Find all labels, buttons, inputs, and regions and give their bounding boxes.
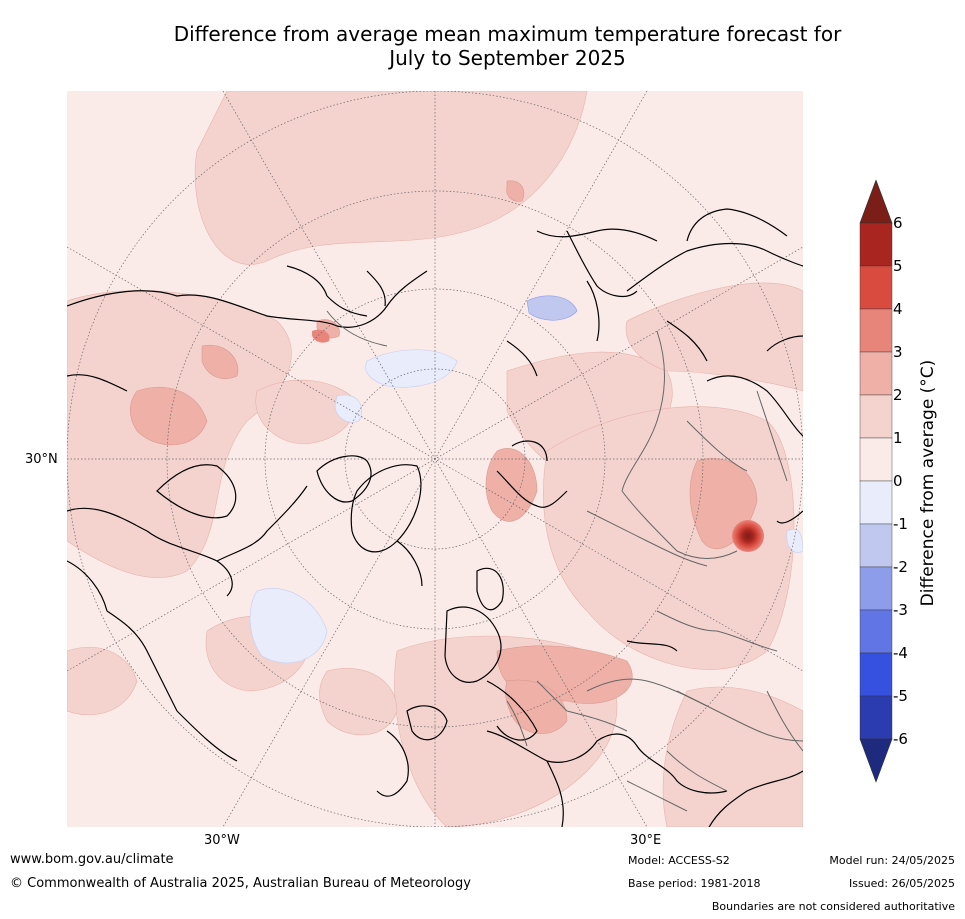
colorbar-bin [859,566,893,611]
coastlines [67,208,803,827]
colorbar-tick-label: 6 [893,214,903,232]
colorbar-bin [859,480,893,525]
footer-issued: Issued: 26/05/2025 [848,877,955,890]
title-line-1: Difference from average mean maximum tem… [173,22,842,46]
colorbar-bin [859,695,893,740]
colorbar-tick-label: -5 [893,687,908,705]
colorbar-bin [859,351,893,396]
anomaly-2-to-3-regions [129,180,758,735]
anomaly-hotspot-siberia [732,520,764,552]
colorbar-bin [859,394,893,439]
footer-copyright: © Commonwealth of Australia 2025, Austra… [10,876,471,891]
colorbar-bin [859,523,893,568]
footer-base-period: Base period: 1981-2018 [628,877,761,890]
lon-label-30e: 30°E [630,833,662,848]
colorbar-tick-label: -2 [893,558,908,576]
forecast-map [67,91,803,827]
colorbar-tick-label: 2 [893,386,903,404]
footer-url[interactable]: www.bom.gov.au/climate [10,852,174,867]
colorbar-tick-label: -3 [893,601,908,619]
lat-label-30n: 30°N [25,452,58,467]
colorbar-bin [859,222,893,267]
colorbar-under-triangle [859,738,893,783]
anomaly-cool-barents [526,295,578,321]
footer-disclaimer: Boundaries are not considered authoritat… [711,900,955,913]
map-title: Difference from average mean maximum tem… [60,22,955,70]
colorbar-tick-label: 4 [893,300,903,318]
lon-label-30w: 30°W [204,833,240,848]
colorbar-tick-label: 5 [893,257,903,275]
map-graphic [67,91,803,827]
colorbar-tick-label: -1 [893,515,908,533]
country-borders [326,310,803,812]
graticule [67,91,803,827]
colorbar-bin [859,652,893,697]
colorbar-bin [859,308,893,353]
colorbar-tick-label: -4 [893,644,908,662]
colorbar-bin [859,437,893,482]
colorbar-tick-label: 0 [893,472,903,490]
anomaly-hotspot-alaska [312,329,330,343]
colorbar-bin [859,609,893,654]
colorbar-over-triangle [859,180,893,224]
anomaly-cool-regions [249,349,803,664]
colorbar [859,180,893,783]
title-line-2: July to September 2025 [389,46,626,70]
colorbar-bin [859,265,893,310]
colorbar-tick-label: 1 [893,429,903,447]
footer-model-run: Model run: 24/05/2025 [829,854,955,867]
footer-model: Model: ACCESS-S2 [628,854,730,867]
anomaly-1-to-2-regions [67,91,803,827]
colorbar-label: Difference from average (°C) [918,359,938,607]
colorbar-tick-label: 3 [893,343,903,361]
colorbar-tick-label: -6 [893,730,908,748]
